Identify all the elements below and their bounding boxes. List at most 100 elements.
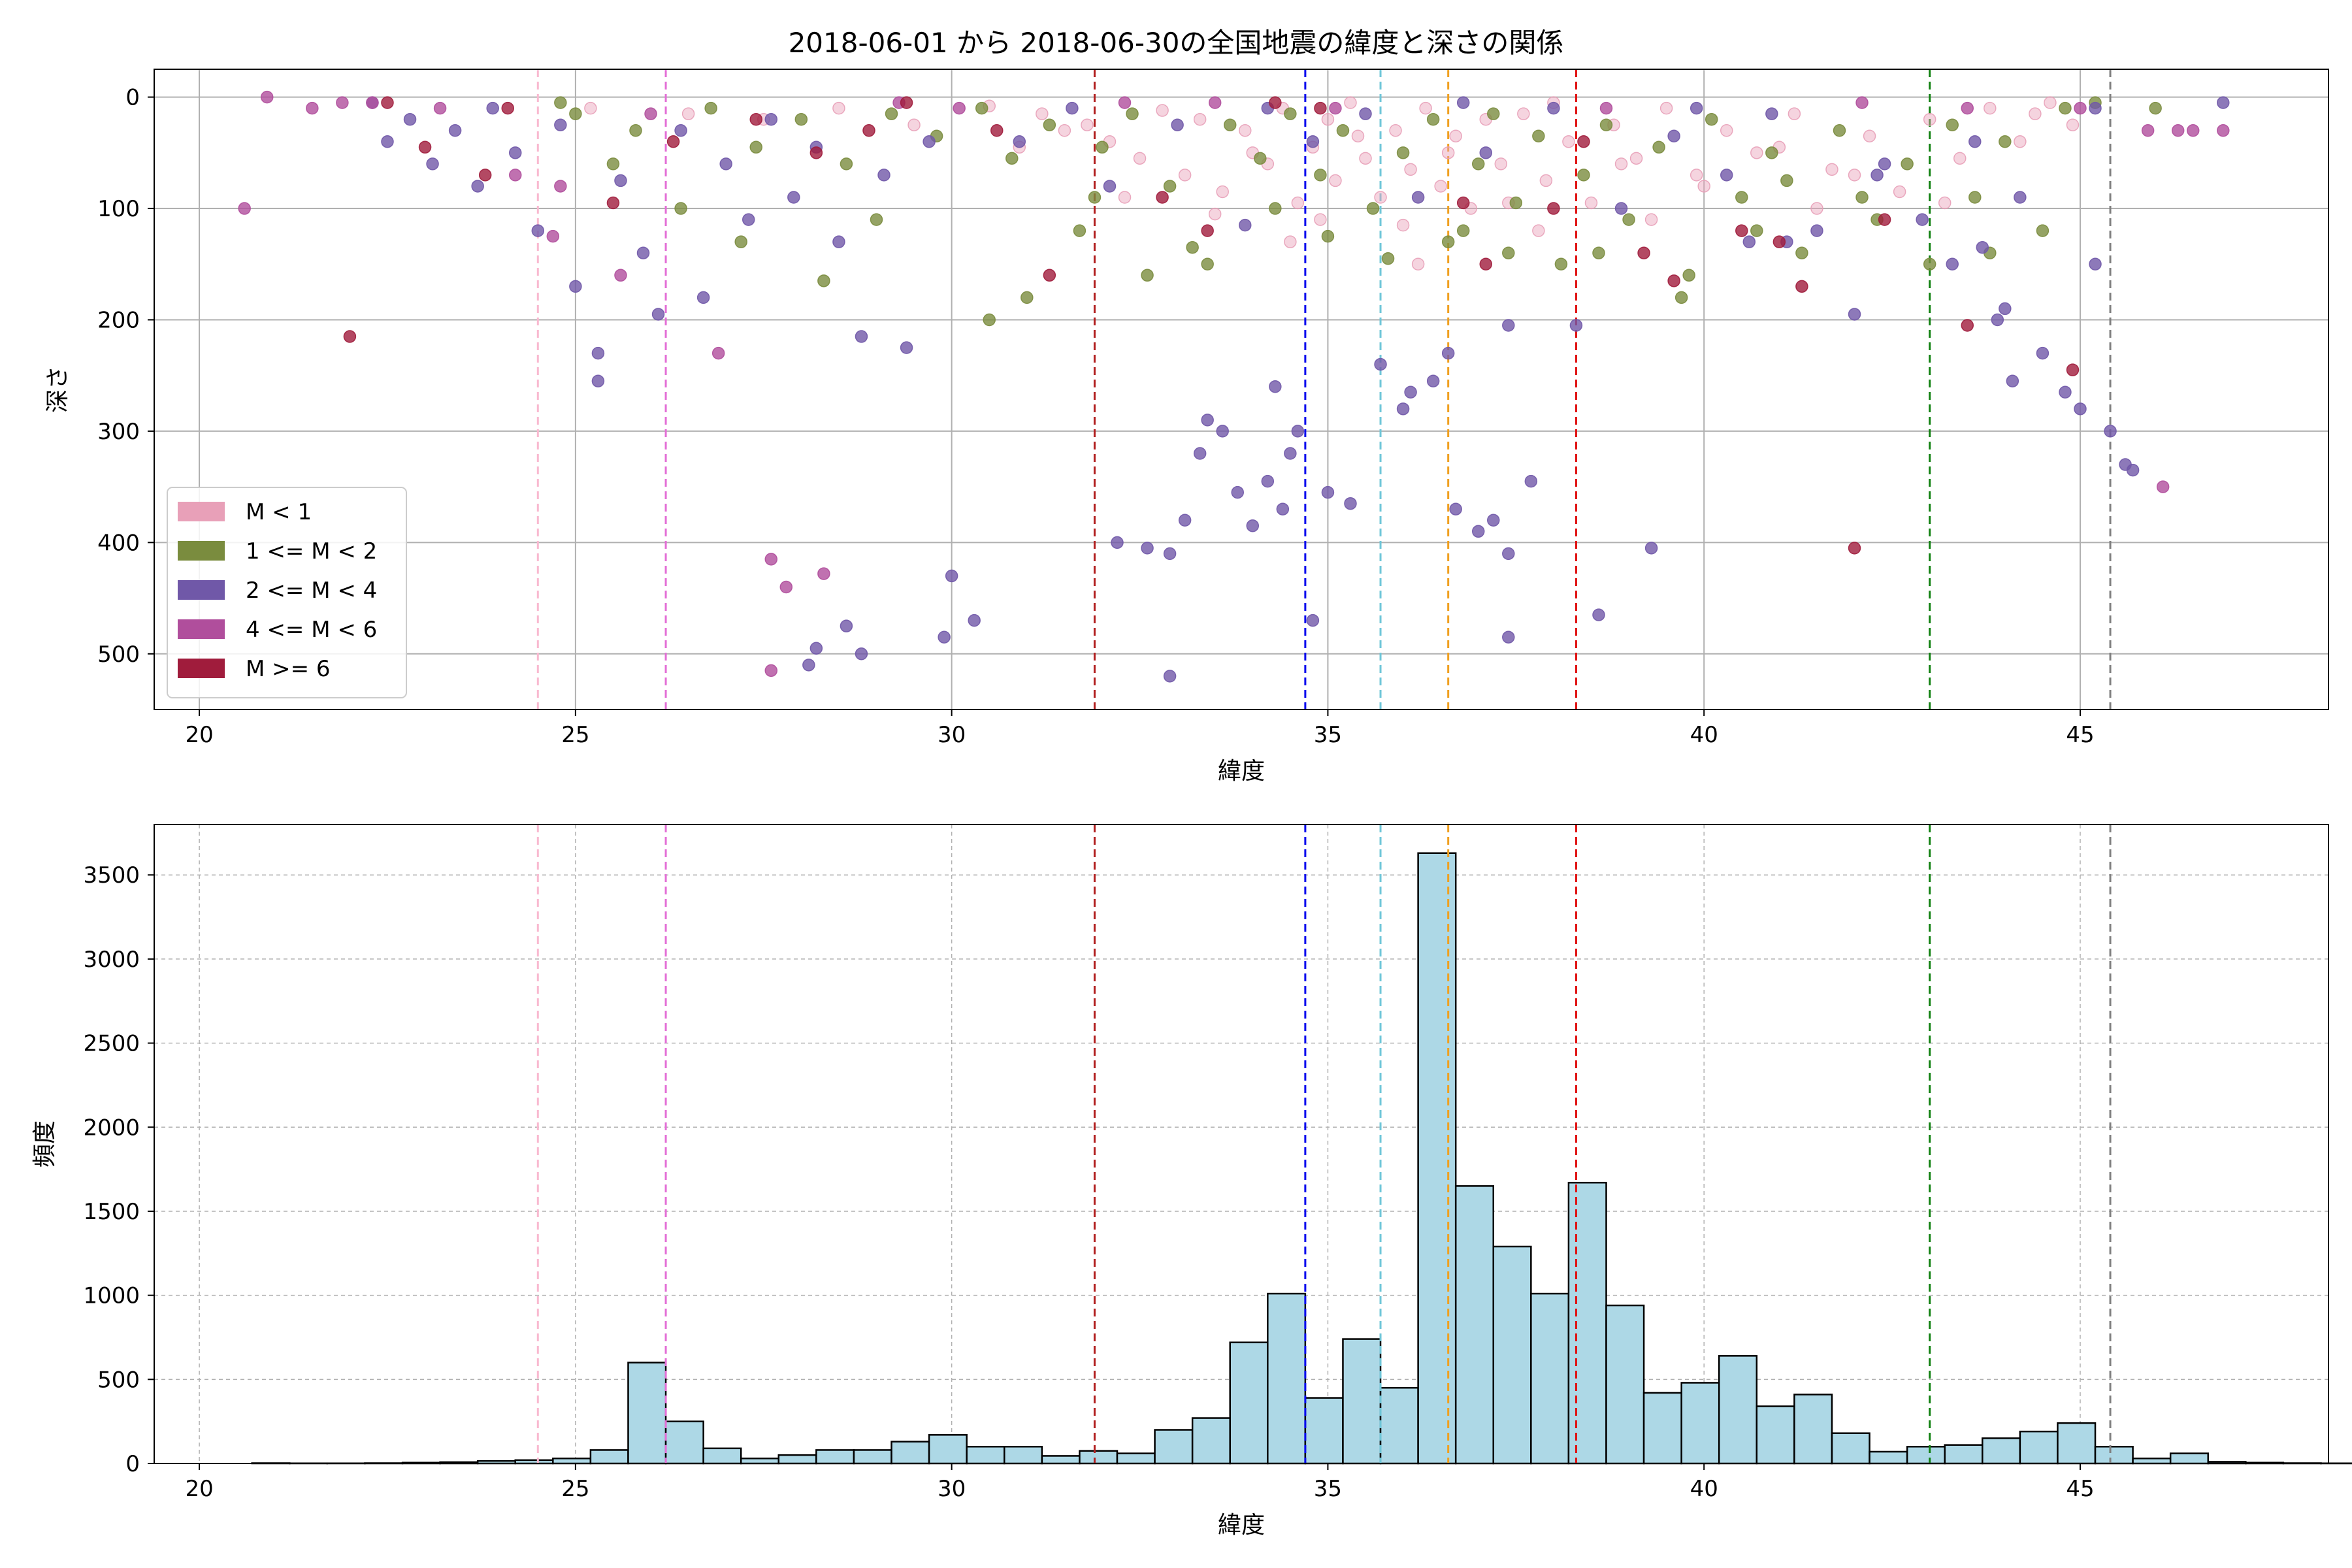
scatter-point: [817, 567, 830, 580]
scatter-point: [1321, 485, 1335, 499]
scatter-point: [1201, 257, 1214, 271]
scatter-point: [1524, 474, 1538, 488]
scatter-point: [1629, 152, 1643, 165]
scatter-point: [1765, 107, 1778, 120]
scatter-point: [1637, 246, 1650, 259]
scatter-point: [1141, 269, 1154, 282]
scatter-point: [2089, 101, 2102, 115]
scatter-point: [1163, 547, 1177, 561]
scatter-point: [1780, 174, 1793, 188]
scatter-point: [1487, 514, 1500, 527]
scatter-point: [306, 101, 319, 115]
scatter-point: [1795, 246, 1808, 259]
scatter-point: [1396, 402, 1410, 416]
scatter-point: [1855, 191, 1869, 204]
scatter-point: [1434, 180, 1447, 193]
scatter-point: [1246, 519, 1260, 532]
scatter-point: [983, 313, 996, 327]
scatter-point: [486, 101, 499, 115]
histogram-bar: [2057, 1422, 2097, 1465]
scatter-point: [1329, 101, 1342, 115]
scatter-point: [629, 123, 642, 137]
histogram-bar: [1680, 1382, 1720, 1465]
scatter-point: [1961, 319, 1974, 332]
scatter-x-tick-label: 25: [561, 722, 589, 748]
scatter-point: [1810, 202, 1823, 215]
scatter-point: [433, 101, 447, 115]
scatter-point: [1291, 196, 1305, 210]
scatter-point: [1223, 118, 1237, 131]
scatter-point: [1314, 101, 1327, 115]
scatter-point: [403, 112, 417, 126]
scatter-point: [1043, 269, 1056, 282]
scatter-point: [1021, 291, 1034, 304]
scatter-point: [569, 280, 582, 293]
scatter-point: [1502, 246, 1515, 259]
scatter-point: [1984, 101, 1997, 115]
scatter-point: [1336, 123, 1350, 137]
legend-swatch: [178, 619, 225, 639]
scatter-point: [1953, 152, 1967, 165]
scatter-point: [1532, 129, 1545, 143]
scatter-point: [1193, 447, 1207, 460]
scatter-point: [1471, 157, 1485, 171]
scatter-series-1: [554, 96, 2162, 327]
scatter-point: [1426, 374, 1440, 387]
scatter-point: [907, 118, 921, 131]
scatter-point: [614, 174, 627, 188]
scatter-point: [1073, 224, 1086, 237]
scatter-point: [1878, 213, 1891, 226]
histogram-bar: [552, 1458, 592, 1465]
histogram-bar: [1004, 1446, 1043, 1465]
scatter-point: [1126, 107, 1139, 120]
histogram-bar: [853, 1449, 892, 1465]
scatter-point: [885, 107, 898, 120]
scatter-point: [1366, 202, 1380, 215]
scatter-point: [1916, 213, 1929, 226]
scatter-point: [1592, 246, 1605, 259]
histogram-x-tick-label: 45: [2066, 1476, 2094, 1502]
scatter-point: [366, 96, 379, 109]
histogram-x-tick-label: 25: [561, 1476, 589, 1502]
histogram-bar: [1642, 1392, 1682, 1465]
scatter-point: [606, 157, 620, 171]
scatter-point: [975, 101, 988, 115]
scatter-point: [787, 191, 800, 204]
scatter-point: [809, 642, 823, 655]
scatter-point: [531, 224, 545, 237]
scatter-point: [968, 613, 981, 627]
legend-swatch: [178, 502, 225, 521]
scatter-point: [554, 180, 567, 193]
scatter-point: [1441, 235, 1455, 248]
scatter-point: [448, 123, 462, 137]
scatter-point: [2217, 96, 2230, 109]
scatter-x-axis-label: 緯度: [1218, 758, 1265, 785]
histogram-bar: [1492, 1245, 1532, 1465]
scatter-point: [1893, 185, 1906, 199]
histogram-bar: [1906, 1446, 1946, 1465]
scatter-point: [2066, 118, 2080, 131]
histogram-bar: [1982, 1437, 2021, 1465]
scatter-point: [945, 569, 958, 583]
histogram-y-tick-label: 0: [125, 1451, 140, 1477]
scatter-point: [1502, 319, 1515, 332]
histogram-bar: [890, 1441, 930, 1465]
histogram-bar: [1530, 1292, 1570, 1465]
scatter-point: [1547, 101, 1560, 115]
legend-box: [167, 487, 407, 698]
scatter-point: [734, 235, 747, 248]
scatter-point: [719, 157, 732, 171]
scatter-y-tick-label: 200: [97, 307, 140, 333]
scatter-point: [569, 107, 582, 120]
scatter-point: [1999, 135, 2012, 148]
scatter-point: [1487, 107, 1500, 120]
histogram-bars: [251, 852, 2352, 1465]
histogram-bar: [2094, 1446, 2134, 1465]
scatter-point: [2059, 101, 2072, 115]
scatter-point: [674, 123, 687, 137]
scatter-point: [478, 169, 492, 182]
scatter-y-tick-label: 300: [97, 419, 140, 445]
scatter-point: [779, 580, 793, 594]
scatter-point: [832, 235, 845, 248]
